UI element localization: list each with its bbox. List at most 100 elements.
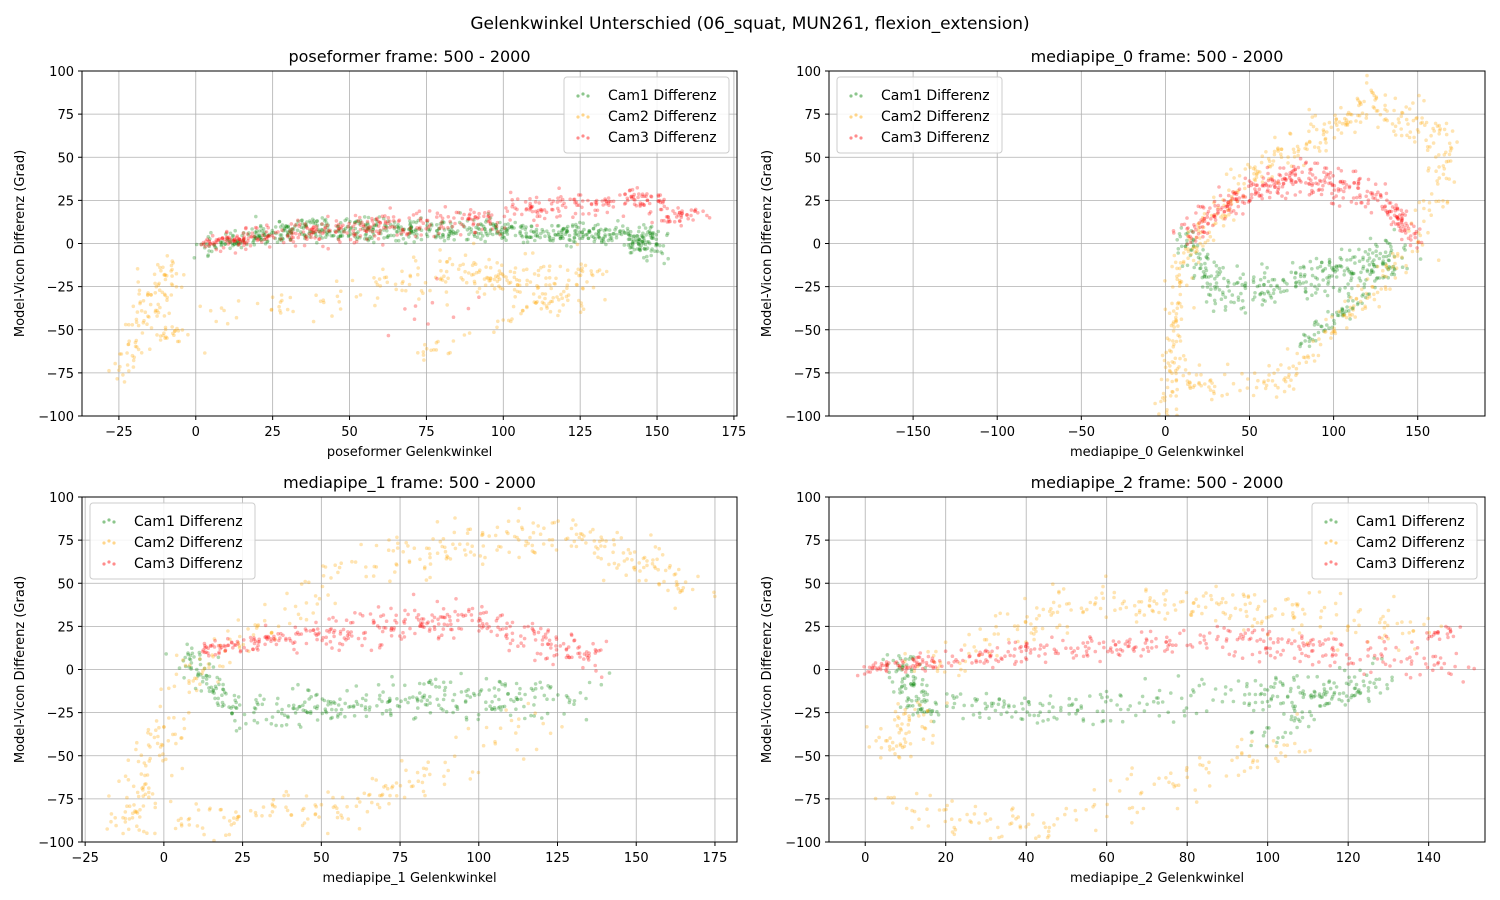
scatter-point xyxy=(290,227,295,231)
scatter-point xyxy=(627,188,632,193)
scatter-point xyxy=(284,224,288,228)
scatter-point xyxy=(625,196,630,201)
scatter-point xyxy=(464,553,468,557)
scatter-point xyxy=(270,228,275,233)
scatter-point xyxy=(629,233,633,238)
scatter-point xyxy=(312,228,316,232)
legend-marker xyxy=(576,94,580,98)
scatter-point xyxy=(147,790,151,795)
scatter-point xyxy=(477,286,482,291)
scatter-point xyxy=(136,794,141,799)
scatter-point xyxy=(1186,233,1190,238)
scatter-point xyxy=(286,225,291,229)
scatter-point xyxy=(1395,206,1400,211)
scatter-point xyxy=(477,295,481,300)
scatter-point xyxy=(1248,165,1252,170)
scatter-point xyxy=(1217,602,1221,607)
scatter-point xyxy=(1275,285,1279,289)
scatter-point xyxy=(528,206,533,211)
scatter-point xyxy=(342,230,346,234)
scatter-point xyxy=(1290,178,1294,183)
scatter-point xyxy=(286,793,291,798)
scatter-point xyxy=(378,229,383,233)
scatter-point xyxy=(1365,296,1370,301)
scatter-point xyxy=(413,304,418,308)
scatter-point xyxy=(508,280,513,285)
scatter-point xyxy=(414,220,419,225)
scatter-point xyxy=(525,304,529,309)
scatter-point xyxy=(1418,233,1423,238)
scatter-point xyxy=(1340,699,1344,703)
scatter-point xyxy=(406,232,411,236)
scatter-point xyxy=(144,782,148,786)
scatter-point xyxy=(1103,700,1108,704)
scatter-point xyxy=(416,618,421,622)
legend-entry: Cam2 Differenz xyxy=(881,109,990,125)
scatter-point xyxy=(564,229,569,234)
scatter-point xyxy=(345,804,349,809)
scatter-point xyxy=(1425,148,1430,152)
scatter-point xyxy=(222,643,226,648)
scatter-point xyxy=(459,690,464,694)
scatter-point xyxy=(397,704,402,709)
scatter-point xyxy=(450,224,454,229)
scatter-point xyxy=(1385,211,1390,215)
scatter-point xyxy=(513,295,517,299)
scatter-point xyxy=(336,810,340,815)
x-axis-label: mediapipe_1 Gelenkwinkel xyxy=(322,871,496,886)
scatter-point xyxy=(358,215,362,220)
scatter-point xyxy=(1441,199,1445,203)
scatter-point xyxy=(302,821,307,825)
scatter-point xyxy=(1317,692,1322,696)
scatter-point xyxy=(269,631,274,636)
scatter-point xyxy=(1174,339,1179,344)
scatter-point xyxy=(339,707,344,712)
scatter-point xyxy=(1223,692,1228,696)
scatter-point xyxy=(654,243,658,248)
scatter-point xyxy=(262,237,266,242)
scatter-point xyxy=(642,236,646,240)
scatter-point xyxy=(493,533,498,538)
scatter-point xyxy=(925,709,930,713)
scatter-point xyxy=(1243,311,1248,315)
scatter-point xyxy=(1119,694,1123,698)
scatter-point xyxy=(958,692,963,696)
scatter-point xyxy=(472,234,477,238)
scatter-point xyxy=(647,229,652,233)
scatter-point xyxy=(1264,383,1269,388)
scatter-point xyxy=(1253,700,1258,705)
scatter-point xyxy=(573,229,577,233)
scatter-point xyxy=(1409,238,1413,242)
scatter-point xyxy=(1211,214,1216,219)
scatter-point xyxy=(198,304,202,309)
subplot-title: poseformer frame: 500 - 2000 xyxy=(288,47,530,66)
scatter-point xyxy=(1198,266,1202,271)
scatter-point xyxy=(483,239,488,244)
scatter-point xyxy=(499,271,503,276)
scatter-point xyxy=(1395,215,1400,219)
scatter-point xyxy=(1293,193,1298,197)
scatter-point xyxy=(494,227,499,232)
scatter-point xyxy=(205,237,209,242)
scatter-point xyxy=(411,220,416,224)
scatter-point xyxy=(611,199,616,204)
scatter-point xyxy=(478,268,482,273)
scatter-point xyxy=(488,278,493,283)
scatter-point xyxy=(1274,677,1278,681)
scatter-point xyxy=(1435,179,1439,183)
y-tick-label: 25 xyxy=(57,620,74,635)
scatter-point xyxy=(557,309,562,313)
scatter-point xyxy=(242,237,246,241)
scatter-point xyxy=(1349,270,1354,274)
scatter-point xyxy=(256,640,261,644)
scatter-point xyxy=(309,235,314,240)
scatter-point xyxy=(394,229,399,234)
scatter-point xyxy=(505,228,510,233)
scatter-point xyxy=(1390,122,1395,126)
scatter-point xyxy=(1308,694,1313,698)
scatter-point xyxy=(1388,216,1393,220)
scatter-point xyxy=(1328,686,1333,691)
scatter-point xyxy=(1388,266,1393,270)
scatter-point xyxy=(353,220,357,225)
scatter-point xyxy=(187,710,191,715)
